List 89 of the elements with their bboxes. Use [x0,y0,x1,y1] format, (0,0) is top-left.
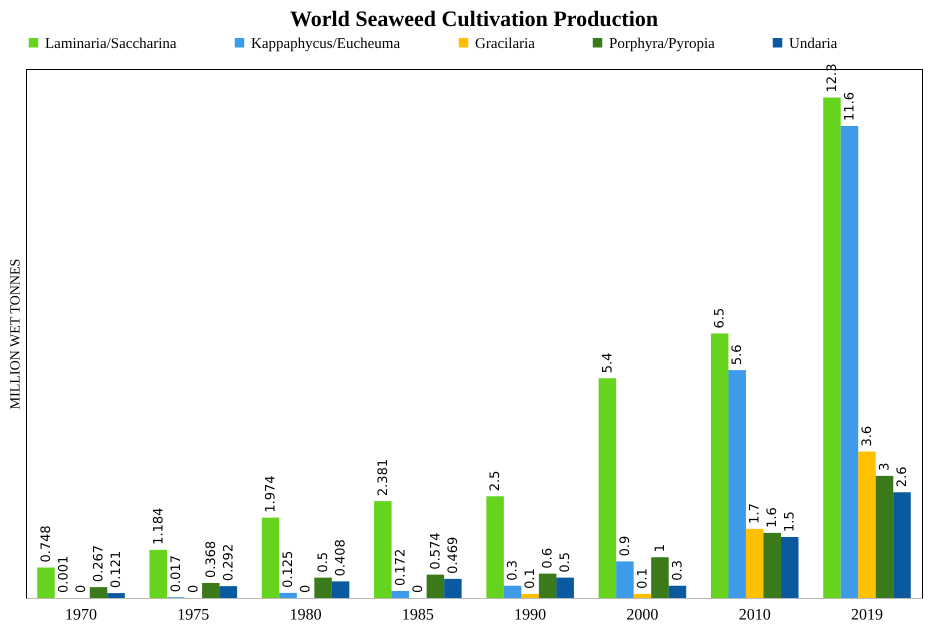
bar [893,492,911,598]
bar [426,574,444,598]
data-label: 0.3 [670,560,686,581]
data-label: 3.6 [860,426,875,447]
bar [598,378,616,598]
data-label: 0.748 [38,525,54,563]
data-label: 0 [74,584,90,593]
data-label: 0.125 [281,550,296,588]
bar [37,568,55,598]
bar [876,476,894,598]
bar [858,452,876,598]
bar [444,578,462,598]
bar [262,518,280,598]
data-label: 0.292 [221,544,236,582]
data-label: 0.368 [204,540,219,578]
bar [150,550,168,598]
bar [279,592,297,598]
bar [220,586,238,598]
bar [486,496,504,598]
x-tick-label: 1985 [402,606,434,624]
bar [728,370,746,598]
data-label: 1.5 [782,511,798,532]
data-label: 0.469 [446,536,461,574]
data-label: 11.6 [842,92,858,121]
legend-label: Kappaphycus/Eucheuma [251,36,400,52]
legend-label: Porphyra/Pyropia [609,36,716,52]
x-tick-label: 1975 [177,606,210,624]
data-label: 3 [878,462,892,471]
bar [823,97,841,598]
data-label: 5.4 [600,352,616,374]
bar [710,334,728,598]
bar [556,578,574,598]
bar [746,528,764,598]
bar [780,536,798,598]
legend-label: Undaria [789,36,838,52]
bar [668,586,686,598]
bar [504,586,522,598]
data-label: 0.001 [56,556,72,593]
bar [521,594,539,598]
data-label: 2.6 [895,466,910,488]
bar [634,594,652,598]
data-label: 1.6 [765,507,780,528]
data-label: 0.6 [540,548,556,569]
bar [314,578,332,598]
data-label: 0.408 [334,539,349,576]
data-label: 0.017 [168,555,184,592]
bar [651,557,669,598]
y-axis-title: MILLION WET TONNES [8,258,24,410]
data-label: 2.381 [376,458,391,496]
bar [90,587,108,598]
data-label: 1.7 [748,503,763,524]
data-label: 0.574 [428,532,444,570]
data-label: 0.172 [393,548,408,586]
data-label: 0.5 [316,552,332,573]
data-label: 0.9 [618,536,633,556]
data-label: 0.3 [506,560,521,581]
bar [616,561,634,598]
data-label: 12.3 [824,64,840,92]
data-label: 0 [186,584,202,593]
x-tick-label: 1980 [290,606,322,624]
data-label: 0.267 [92,544,107,582]
x-tick-label: 1970 [65,606,98,624]
chart-title: World Seaweed Cultivation Production [290,6,658,31]
bar [538,574,556,598]
bar [763,532,781,598]
legend-label: Laminaria/Saccharina [45,36,177,52]
x-tick-label: 2019 [850,606,883,624]
data-label: 1 [652,544,668,552]
x-tick-label: 1990 [514,606,546,624]
data-label: 0.1 [523,568,538,589]
data-label: 0.1 [635,568,650,589]
bar [374,501,392,598]
data-label: 1.184 [151,508,166,545]
data-label: 5.6 [730,344,746,366]
data-label: 0 [410,584,426,593]
x-tick-label: 2010 [738,606,771,624]
x-tick-label: 2000 [626,606,658,624]
bar [202,583,220,598]
data-label: 0.121 [109,550,124,588]
bar [392,591,410,598]
legend-label: Gracilaria [475,36,536,52]
bar [107,593,125,598]
bar [840,126,858,598]
data-label: 0.5 [558,552,574,573]
data-label: 6.5 [712,308,728,328]
data-label: 0 [298,584,314,593]
data-label: 2.5 [488,470,504,492]
data-label: 1.974 [264,475,279,513]
bar [332,581,350,598]
